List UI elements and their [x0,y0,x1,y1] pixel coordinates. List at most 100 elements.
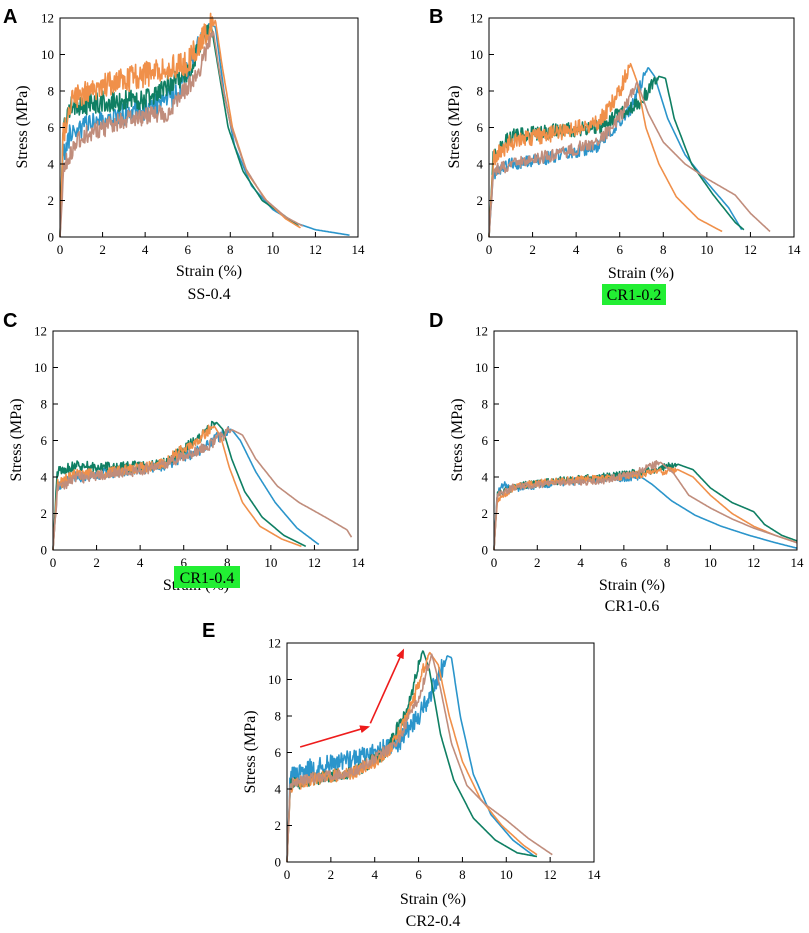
y-axis-label: Stress (MPa) [8,398,25,481]
y-tick-label: 8 [477,84,484,99]
x-tick-label: 0 [50,555,57,570]
y-tick-label: 12 [41,11,54,26]
panel-caption: CR2-0.4 [406,913,461,930]
y-tick-label: 12 [34,324,47,339]
series-line-brown [493,460,798,551]
y-tick-label: 0 [41,543,48,558]
series-line-orange [286,651,538,863]
x-tick-label: 0 [284,867,291,882]
y-tick-label: 12 [470,11,483,26]
y-tick-label: 4 [477,157,484,172]
series-line-orange [488,62,723,238]
x-tick-label: 10 [700,242,713,257]
y-tick-label: 4 [48,157,55,172]
y-tick-label: 2 [477,193,484,208]
x-tick-label: 4 [573,242,580,257]
series-line-brown [52,426,353,551]
y-axis-label: Stress (MPa) [446,85,463,168]
panel-letter: E [202,620,215,642]
x-axis-label: Strain (%) [176,263,242,280]
y-tick-label: 0 [477,230,484,245]
x-tick-label: 12 [308,555,321,570]
series-line-brown [59,30,304,238]
x-tick-label: 0 [486,242,493,257]
y-tick-label: 6 [482,433,489,448]
x-tick-label: 4 [577,555,584,570]
y-tick-label: 2 [41,506,48,521]
series-line-brown [488,81,771,238]
x-tick-label: 2 [93,555,100,570]
x-tick-label: 8 [660,242,667,257]
series-line-orange [52,424,302,551]
caption-highlight [174,566,240,588]
y-tick-label: 8 [482,397,489,412]
y-tick-label: 0 [275,855,282,870]
panel-caption: CR1-0.4 [180,570,235,587]
y-tick-label: 8 [41,397,48,412]
y-tick-label: 2 [275,818,282,833]
y-tick-label: 8 [48,84,55,99]
x-tick-label: 14 [588,867,602,882]
x-tick-label: 8 [224,555,231,570]
y-tick-label: 0 [48,230,55,245]
x-tick-label: 0 [491,555,498,570]
panel-b: 0 2 4 6 8 10 12 14 0 2 4 6 8 10 12 B Stress (MPa) Stra… [429,6,801,305]
x-axis-label: Strain (%) [608,265,674,282]
y-tick-label: 10 [268,672,281,687]
x-tick-label: 4 [371,867,378,882]
panel-d: 0 2 4 6 8 10 12 14 0 2 4 6 8 10 12 D Stress (MPa) Stra… [429,310,804,615]
caption-highlight [602,284,666,305]
y-tick-label: 12 [268,636,281,651]
y-tick-label: 10 [470,47,483,62]
y-axis-label: Stress (MPa) [14,85,31,168]
x-tick-label: 8 [459,867,466,882]
x-tick-label: 12 [744,242,757,257]
series-line-brown [286,653,553,863]
x-tick-label: 6 [180,555,187,570]
panel-letter: C [3,310,17,332]
x-tick-label: 10 [500,867,513,882]
x-tick-label: 6 [184,242,191,257]
y-tick-label: 2 [48,193,55,208]
series-line-teal [59,24,299,238]
x-tick-label: 14 [788,242,802,257]
y-tick-label: 4 [275,782,282,797]
panel-a: 0 2 4 6 8 10 12 14 0 2 4 6 8 10 12 A Stress (MPa) Stra… [3,6,365,303]
y-tick-label: 10 [475,360,488,375]
y-tick-label: 6 [275,745,282,760]
x-tick-label: 2 [328,867,335,882]
y-tick-label: 6 [48,120,55,135]
x-tick-label: 12 [544,867,557,882]
y-tick-label: 6 [41,433,48,448]
series-line-blue [488,67,743,238]
y-axis-label: Stress (MPa) [242,710,259,793]
series-line-blue [286,655,536,863]
x-tick-label: 14 [352,242,366,257]
x-tick-label: 10 [264,555,277,570]
series-line-blue [493,473,798,551]
x-tick-label: 8 [664,555,671,570]
x-tick-label: 6 [616,242,623,257]
y-tick-label: 2 [482,506,489,521]
series-line-teal [488,75,745,238]
y-tick-label: 4 [41,470,48,485]
y-tick-label: 10 [41,47,54,62]
x-tick-label: 0 [57,242,64,257]
y-tick-label: 0 [482,543,489,558]
x-tick-label: 2 [99,242,106,257]
x-tick-label: 14 [791,555,805,570]
x-tick-label: 14 [352,555,366,570]
panel-letter: A [3,6,17,28]
y-tick-label: 6 [477,120,484,135]
panel-letter: D [429,310,443,332]
x-tick-label: 6 [621,555,628,570]
y-axis-label: Stress (MPa) [449,398,466,481]
x-tick-label: 12 [309,242,322,257]
x-tick-label: 2 [529,242,536,257]
y-tick-label: 10 [34,360,47,375]
y-tick-label: 12 [475,324,488,339]
panel-e: 0 2 4 6 8 10 12 14 0 2 4 6 8 10 12 E Stress (MPa) Stra… [202,620,601,930]
x-tick-label: 6 [415,867,422,882]
